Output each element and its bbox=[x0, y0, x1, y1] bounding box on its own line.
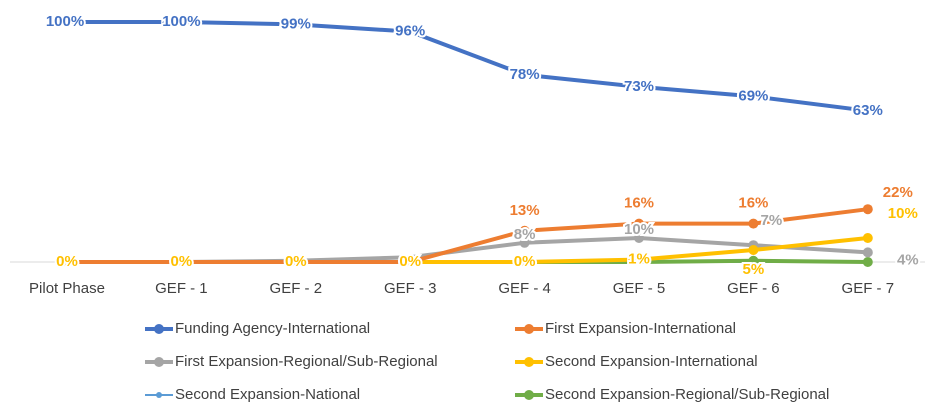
data-label: 100% bbox=[46, 13, 84, 30]
data-label: 22% bbox=[883, 184, 913, 201]
x-tick-label: GEF - 1 bbox=[155, 280, 208, 297]
data-label: 8% bbox=[514, 226, 536, 243]
point bbox=[634, 233, 644, 243]
data-label: 4% bbox=[897, 251, 919, 268]
legend-dot bbox=[156, 392, 162, 398]
legend-label: First Expansion-International bbox=[545, 320, 736, 337]
series-line bbox=[67, 20, 869, 113]
legend-label: Funding Agency-International bbox=[175, 320, 370, 337]
data-label: 0% bbox=[399, 253, 421, 270]
data-label: 0% bbox=[171, 253, 193, 270]
x-tick-label: GEF - 2 bbox=[270, 280, 323, 297]
data-label: 78% bbox=[510, 66, 540, 83]
data-label: 16% bbox=[738, 195, 768, 212]
x-tick-label: Pilot Phase bbox=[29, 280, 105, 297]
data-label: 1% bbox=[628, 251, 650, 268]
legend-dot bbox=[524, 324, 534, 334]
legend-dot bbox=[154, 324, 164, 334]
x-tick-label: GEF - 4 bbox=[498, 280, 551, 297]
point bbox=[862, 247, 873, 258]
data-label: 99% bbox=[281, 15, 311, 32]
x-tick-label: GEF - 7 bbox=[842, 280, 895, 297]
x-tick-label: GEF - 3 bbox=[384, 280, 437, 297]
point bbox=[862, 233, 873, 243]
legend-label: Second Expansion-Regional/Sub-Regional bbox=[545, 386, 829, 403]
series-line bbox=[67, 207, 869, 264]
data-label: 0% bbox=[285, 253, 307, 270]
data-label: 63% bbox=[853, 102, 883, 119]
point bbox=[748, 245, 759, 255]
x-tick-label: GEF - 6 bbox=[727, 280, 780, 297]
data-label: 13% bbox=[510, 202, 540, 219]
data-label: 7% bbox=[761, 212, 783, 229]
legend-dot bbox=[154, 357, 164, 367]
data-label: 16% bbox=[624, 195, 654, 212]
legend-label: Second Expansion-International bbox=[545, 353, 758, 370]
point bbox=[748, 255, 759, 266]
data-label: 10% bbox=[888, 205, 918, 222]
legend-dot bbox=[524, 390, 534, 400]
data-label: 0% bbox=[56, 253, 78, 270]
data-label: 69% bbox=[738, 87, 768, 104]
x-tick-label: GEF - 5 bbox=[613, 280, 666, 297]
data-label: 0% bbox=[514, 253, 536, 270]
lines bbox=[62, 20, 873, 267]
point bbox=[748, 218, 759, 229]
data-label: 100% bbox=[162, 13, 200, 30]
data-label: 96% bbox=[395, 23, 425, 40]
point bbox=[519, 225, 530, 236]
legend-label: Second Expansion-National bbox=[175, 386, 360, 403]
data-label: 10% bbox=[624, 221, 654, 238]
legend-dot bbox=[524, 357, 534, 367]
point bbox=[862, 204, 873, 215]
point bbox=[634, 218, 644, 229]
data-label: 5% bbox=[743, 261, 765, 278]
labels: 100% 100% 99% 96% 78% 73% 69% 63% 13% 16% 16% 22% 8%… bbox=[44, 11, 921, 280]
point bbox=[634, 254, 644, 265]
point bbox=[519, 237, 530, 248]
data-label: 73% bbox=[624, 78, 654, 95]
point bbox=[862, 257, 873, 267]
legend-label: First Expansion-Regional/Sub-Regional bbox=[175, 353, 438, 370]
point bbox=[519, 257, 530, 267]
